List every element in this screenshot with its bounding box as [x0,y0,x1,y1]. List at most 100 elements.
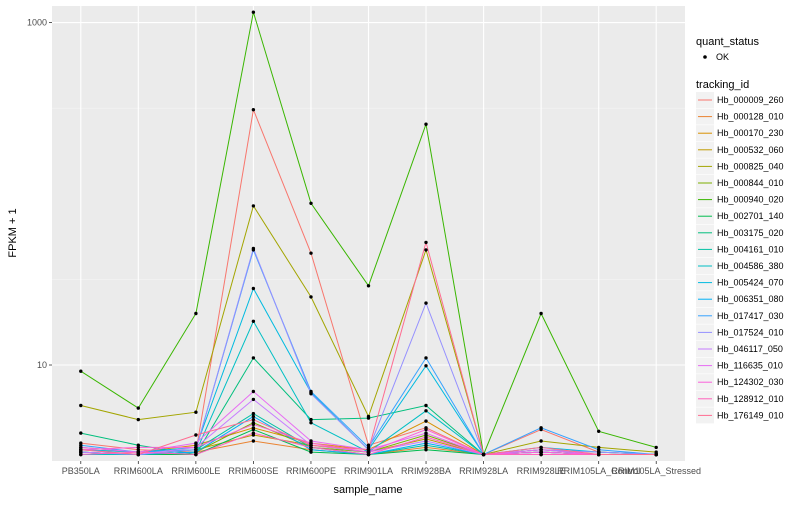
series-legend-title: tracking_id [696,79,749,91]
data-point [481,452,486,457]
x-tick-label: RRIM928LA [459,466,508,476]
data-point [79,452,83,457]
data-point [251,204,256,208]
series-legend-label: Hb_005424_070 [717,278,784,288]
y-tick-label: 10 [37,360,47,370]
data-point [424,356,428,360]
marker-legend-label: OK [716,52,729,62]
series-legend-label: Hb_046117_050 [717,344,783,354]
data-point [597,429,601,433]
data-point [366,452,371,457]
series-legend-items: Hb_000009_260 Hb_000128_010 Hb_000170_230 H… [696,92,784,424]
x-tick-label: RRIM901LA [344,466,393,476]
data-point [309,450,313,454]
data-point [194,311,198,316]
data-point [79,369,83,373]
x-tick-label: RRIM600LA [114,466,163,476]
data-point [539,439,543,443]
data-point [251,417,256,422]
data-point [654,452,658,457]
data-point [539,426,543,430]
data-point [309,251,313,255]
data-point [366,450,371,454]
data-point [539,452,543,457]
data-point [424,240,428,245]
data-point [251,431,256,435]
data-point [194,452,198,457]
data-point [424,301,428,305]
series-legend-label: Hb_000009_260 [717,95,784,105]
y-tick-label: 1000 [27,18,47,28]
data-point [424,427,428,432]
series-legend-label: Hb_124302_030 [717,377,784,387]
y-axis-ticks: 10 1000 [27,18,52,370]
data-point [136,445,140,450]
data-point [251,422,256,427]
data-point [309,295,313,299]
data-point [194,410,198,414]
series-legend-label: Hb_000844_010 [717,178,784,188]
x-tick-label: RRIM928LE [517,466,566,476]
data-point [194,433,198,437]
data-point [539,445,543,450]
data-point [309,201,313,205]
x-tick-label: RRIM600PE [286,466,336,476]
data-point [251,286,256,291]
data-point [424,122,428,126]
data-point [424,431,428,435]
data-point [309,392,313,396]
y-axis-title: FPKM + 1 [7,208,19,257]
data-point [194,445,198,450]
marker-legend-items: OK [703,52,729,62]
data-point [424,409,428,413]
data-point [366,448,371,452]
data-point [597,452,601,457]
data-point [251,411,256,416]
data-point [79,403,83,408]
series-legend-label: Hb_000532_060 [717,145,784,155]
series-legend-label: Hb_116635_010 [717,361,783,371]
x-tick-label: RRIM105LA_Control [557,466,640,476]
x-tick-label: RRIM105LA_Stressed [611,466,701,476]
data-point [424,448,428,452]
data-point [79,450,83,454]
data-point [366,284,371,288]
point-layer [79,10,658,457]
x-tick-label: RRIM928BA [401,466,451,476]
data-point [136,417,140,422]
data-point [251,389,256,394]
series-legend-label: Hb_176149_010 [717,410,784,420]
x-axis-ticks: PB350LA RRIM600LA RRIM600LE RRIM600SE RRIM60… [62,461,701,476]
series-legend-label: Hb_017524_010 [717,327,784,337]
series-legend-label: Hb_017417_030 [717,311,784,321]
series-legend-label: Hb_003175_020 [717,228,784,238]
data-point [251,427,256,432]
data-point [251,397,256,402]
x-axis-title: sample_name [333,484,402,496]
series-legend-label: Hb_000170_230 [717,128,784,138]
series-legend-label: Hb_000825_040 [717,161,784,171]
marker-legend-key [703,55,707,59]
data-point [251,108,256,112]
data-point [251,414,256,419]
data-point [136,452,140,457]
x-tick-label: RRIM600LE [171,466,220,476]
data-point [79,448,83,452]
data-point [251,246,256,251]
x-tick-label: PB350LA [62,466,100,476]
data-point [597,450,601,454]
data-point [309,421,313,425]
data-point [194,450,198,454]
data-point [539,311,543,316]
data-point [424,435,428,439]
data-point [424,248,428,252]
data-point [654,445,658,450]
series-legend-label: Hb_000940_020 [717,195,784,205]
series-legend-label: Hb_004586_380 [717,261,784,271]
marker-legend-title: quant_status [696,36,759,48]
data-point [424,419,428,423]
data-point [424,364,428,368]
grid-layer [52,6,685,461]
